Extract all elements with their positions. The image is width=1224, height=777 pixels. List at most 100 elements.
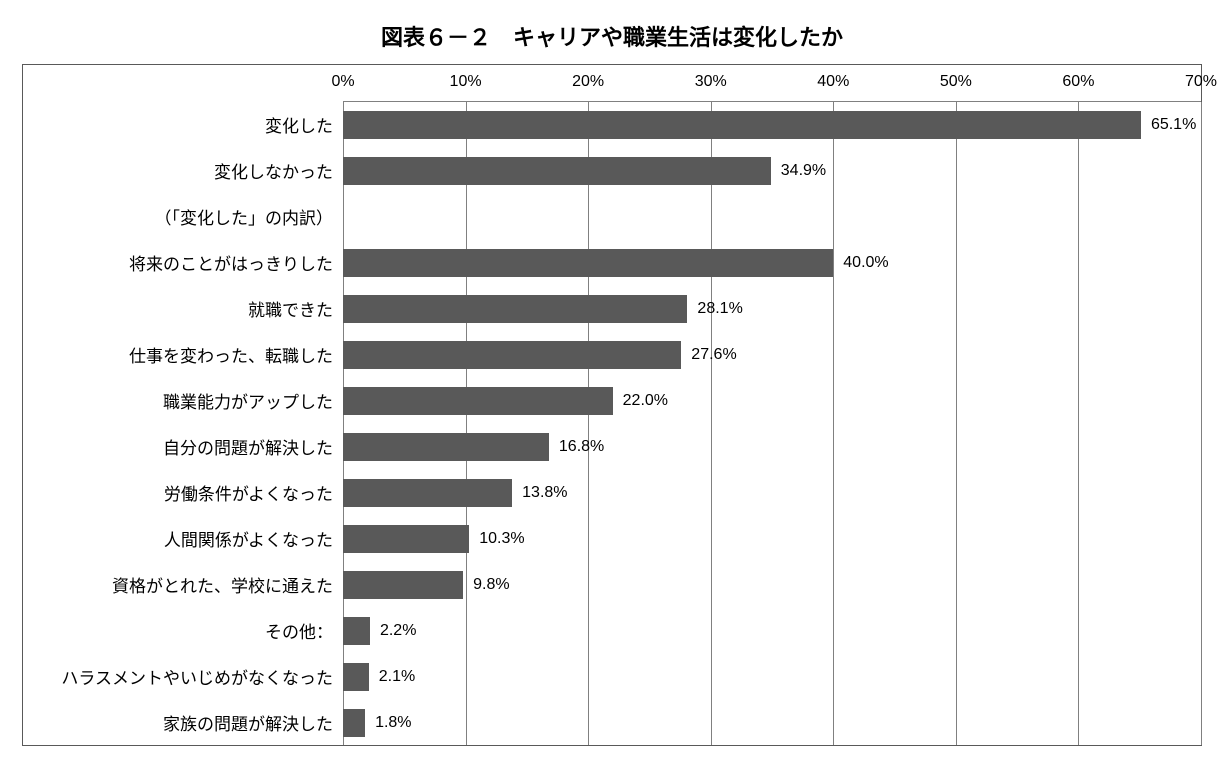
value-label: 2.1% xyxy=(379,668,415,686)
bar-row: 1.8% xyxy=(343,700,1201,746)
bar-row-plot: 16.8% xyxy=(343,424,1201,470)
category-label: 就職できた xyxy=(23,296,343,321)
bar xyxy=(343,111,1141,139)
bar-row: 34.9% xyxy=(343,148,1201,194)
chart-container: 図表６－２ キャリアや職業生活は変化したか 変化した変化しなかった （「変化した」… xyxy=(22,20,1202,746)
chart-frame: 変化した変化しなかった （「変化した」の内訳） 将来のことがはっきりした就職できた仕… xyxy=(22,64,1202,746)
category-row: 変化しなかった xyxy=(23,147,343,193)
labels-list: 変化した変化しなかった （「変化した」の内訳） 将来のことがはっきりした就職できた仕… xyxy=(23,101,343,745)
bar-row-plot: 34.9% xyxy=(343,148,1201,194)
bar-row-plot: 2.1% xyxy=(343,654,1201,700)
chart-title: 図表６－２ キャリアや職業生活は変化したか xyxy=(22,20,1202,52)
gridline xyxy=(1201,102,1202,745)
bar xyxy=(343,249,833,277)
category-label: 家族の問題が解決した xyxy=(23,710,343,735)
value-label: 10.3% xyxy=(479,530,524,548)
bar-row-plot: 28.1% xyxy=(343,286,1201,332)
x-axis-tick-label: 0% xyxy=(331,73,354,91)
category-label: 変化した xyxy=(23,112,343,137)
value-label: 40.0% xyxy=(843,254,888,272)
x-axis-tick-label: 30% xyxy=(695,73,727,91)
bar-row: 13.8% xyxy=(343,470,1201,516)
category-row: 家族の問題が解決した xyxy=(23,699,343,745)
category-row: ハラスメントやいじめがなくなった xyxy=(23,653,343,699)
bars-area: 65.1% 34.9% 40.0% 28.1% 27.6% 22.0% 16.8% 13.8%… xyxy=(343,101,1201,745)
category-row: 労働条件がよくなった xyxy=(23,469,343,515)
bar-row-plot: 65.1% xyxy=(343,102,1201,148)
bar-row: 2.2% xyxy=(343,608,1201,654)
bar-row-plot: 9.8% xyxy=(343,562,1201,608)
bar-row: 10.3% xyxy=(343,516,1201,562)
category-label: 自分の問題が解決した xyxy=(23,434,343,459)
category-label: 仕事を変わった、転職した xyxy=(23,342,343,367)
category-label: 職業能力がアップした xyxy=(23,388,343,413)
plot-column: 0%10%20%30%40%50%60%70% 65.1%34.9%40.0%2… xyxy=(343,65,1201,745)
category-label: 資格がとれた、学校に通えた xyxy=(23,572,343,597)
bar xyxy=(343,387,613,415)
labels-column: 変化した変化しなかった （「変化した」の内訳） 将来のことがはっきりした就職できた仕… xyxy=(23,65,343,745)
bar xyxy=(343,617,370,645)
category-row: 就職できた xyxy=(23,285,343,331)
x-axis-labels: 0%10%20%30%40%50%60%70% xyxy=(343,65,1201,101)
category-label: 将来のことがはっきりした xyxy=(23,250,343,275)
bar xyxy=(343,709,365,737)
category-row: 自分の問題が解決した xyxy=(23,423,343,469)
bar xyxy=(343,295,687,323)
value-label: 65.1% xyxy=(1151,116,1196,134)
category-row: 変化した xyxy=(23,101,343,147)
x-axis-tick-label: 40% xyxy=(817,73,849,91)
category-row: 資格がとれた、学校に通えた xyxy=(23,561,343,607)
category-label: 労働条件がよくなった xyxy=(23,480,343,505)
bar xyxy=(343,157,771,185)
bar xyxy=(343,341,681,369)
bar-row-plot: 22.0% xyxy=(343,378,1201,424)
category-label: （「変化した」の内訳） xyxy=(23,204,343,229)
x-axis-tick-label: 20% xyxy=(572,73,604,91)
category-row: （「変化した」の内訳） xyxy=(23,193,343,239)
value-label: 34.9% xyxy=(781,162,826,180)
bar xyxy=(343,571,463,599)
value-label: 1.8% xyxy=(375,714,411,732)
x-axis-tick-label: 60% xyxy=(1062,73,1094,91)
bar xyxy=(343,433,549,461)
labels-axis-spacer xyxy=(23,65,343,101)
category-label: ハラスメントやいじめがなくなった xyxy=(23,664,343,689)
bar-row xyxy=(343,194,1201,240)
x-axis-tick-label: 10% xyxy=(450,73,482,91)
category-row: 人間関係がよくなった xyxy=(23,515,343,561)
bar-row: 9.8% xyxy=(343,562,1201,608)
category-row: その他： xyxy=(23,607,343,653)
bar-row-plot xyxy=(343,194,1201,240)
bar-row: 22.0% xyxy=(343,378,1201,424)
value-label: 27.6% xyxy=(691,346,736,364)
bar-row-plot: 27.6% xyxy=(343,332,1201,378)
bars-list: 65.1% 34.9% 40.0% 28.1% 27.6% 22.0% 16.8% 13.8%… xyxy=(343,102,1201,746)
category-label: 変化しなかった xyxy=(23,158,343,183)
value-label: 16.8% xyxy=(559,438,604,456)
value-label: 9.8% xyxy=(473,576,509,594)
value-label: 22.0% xyxy=(623,392,668,410)
bar-row-plot: 2.2% xyxy=(343,608,1201,654)
bar-row: 28.1% xyxy=(343,286,1201,332)
bar-row: 40.0% xyxy=(343,240,1201,286)
bar xyxy=(343,525,469,553)
bar-row: 2.1% xyxy=(343,654,1201,700)
bar xyxy=(343,663,369,691)
bar-row-plot: 10.3% xyxy=(343,516,1201,562)
value-label: 28.1% xyxy=(697,300,742,318)
category-row: 職業能力がアップした xyxy=(23,377,343,423)
bar xyxy=(343,479,512,507)
category-row: 仕事を変わった、転職した xyxy=(23,331,343,377)
category-row: 将来のことがはっきりした xyxy=(23,239,343,285)
bar-row: 27.6% xyxy=(343,332,1201,378)
category-label: 人間関係がよくなった xyxy=(23,526,343,551)
value-label: 2.2% xyxy=(380,622,416,640)
x-axis-tick-label: 50% xyxy=(940,73,972,91)
category-label: その他： xyxy=(23,618,343,643)
bar-row: 16.8% xyxy=(343,424,1201,470)
x-axis-tick-label: 70% xyxy=(1185,73,1217,91)
bar-row: 65.1% xyxy=(343,102,1201,148)
bar-row-plot: 1.8% xyxy=(343,700,1201,746)
bar-row-plot: 40.0% xyxy=(343,240,1201,286)
bar-row-plot: 13.8% xyxy=(343,470,1201,516)
